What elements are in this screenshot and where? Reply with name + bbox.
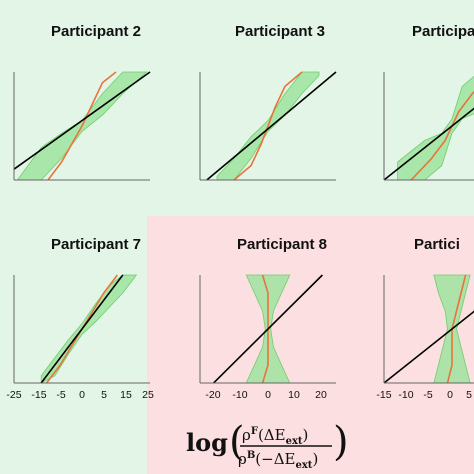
x-tick-label: 5	[101, 389, 107, 401]
panel-title: Participant 8	[237, 236, 327, 253]
x-tick-label: -25	[6, 389, 21, 401]
x-tick-label: 5	[466, 389, 472, 401]
x-axis-formula: log ( ρF(ΔEext) ρB(−ΔEext) )	[186, 419, 349, 471]
panel-title: Participant 4	[412, 23, 474, 40]
plot-area	[383, 274, 474, 384]
x-ticks-participant-9: -15 -10 -5 0 5	[376, 389, 472, 401]
reference-line	[206, 71, 337, 181]
formula-log: log	[186, 428, 228, 457]
panel-title: Participant 3	[235, 23, 325, 40]
panel-participant-8: Participant 8	[199, 236, 336, 384]
median-line	[47, 71, 117, 181]
reference-line	[40, 274, 124, 384]
plot-area	[13, 71, 151, 181]
confidence-band	[397, 75, 474, 181]
x-tick-label: 0	[79, 389, 85, 401]
x-tick-label: -15	[376, 389, 391, 401]
reference-line	[213, 274, 323, 384]
x-tick-label: -15	[31, 389, 46, 401]
x-tick-label: 15	[120, 389, 132, 401]
panel-participant-9: Partici	[383, 236, 474, 384]
plot-area	[199, 71, 337, 181]
x-ticks-participant-8: -20 -10 0 10 20	[205, 389, 327, 401]
panel-participant-7: Participant 7	[13, 236, 150, 384]
x-tick-label: 25	[142, 389, 154, 401]
x-ticks-participant-7: -25 -15 -5 0 5 15 25	[6, 389, 154, 401]
reference-line	[13, 71, 151, 170]
x-tick-label: 10	[288, 389, 300, 401]
formula-close-paren: )	[333, 419, 349, 465]
x-tick-label: -5	[56, 389, 65, 401]
plot-area	[13, 274, 150, 384]
x-tick-label: -20	[205, 389, 220, 401]
panel-title: Partici	[414, 236, 460, 253]
confidence-band	[40, 274, 138, 384]
x-tick-label: 20	[315, 389, 327, 401]
reference-line	[383, 310, 474, 384]
panel-title: Participant 2	[51, 23, 141, 40]
reference-line	[383, 107, 474, 181]
x-tick-label: 0	[265, 389, 271, 401]
x-tick-label: 0	[447, 389, 453, 401]
plot-area	[199, 274, 336, 384]
formula-numerator: ρF(ΔEext)	[242, 426, 308, 447]
formula-open-paren: (	[229, 419, 245, 465]
formula-denominator: ρB(−ΔEext)	[238, 450, 318, 471]
x-tick-label: -10	[398, 389, 413, 401]
panel-title: Participant 7	[51, 236, 141, 253]
x-tick-label: -10	[232, 389, 247, 401]
panel-participant-4: Participant 4	[383, 23, 474, 181]
x-tick-label: -5	[423, 389, 432, 401]
panel-participant-2: Participant 2	[13, 23, 151, 181]
panel-participant-3: Participant 3	[199, 23, 337, 181]
plot-area	[383, 72, 474, 181]
median-line	[233, 71, 303, 181]
highlight-region	[147, 216, 474, 474]
